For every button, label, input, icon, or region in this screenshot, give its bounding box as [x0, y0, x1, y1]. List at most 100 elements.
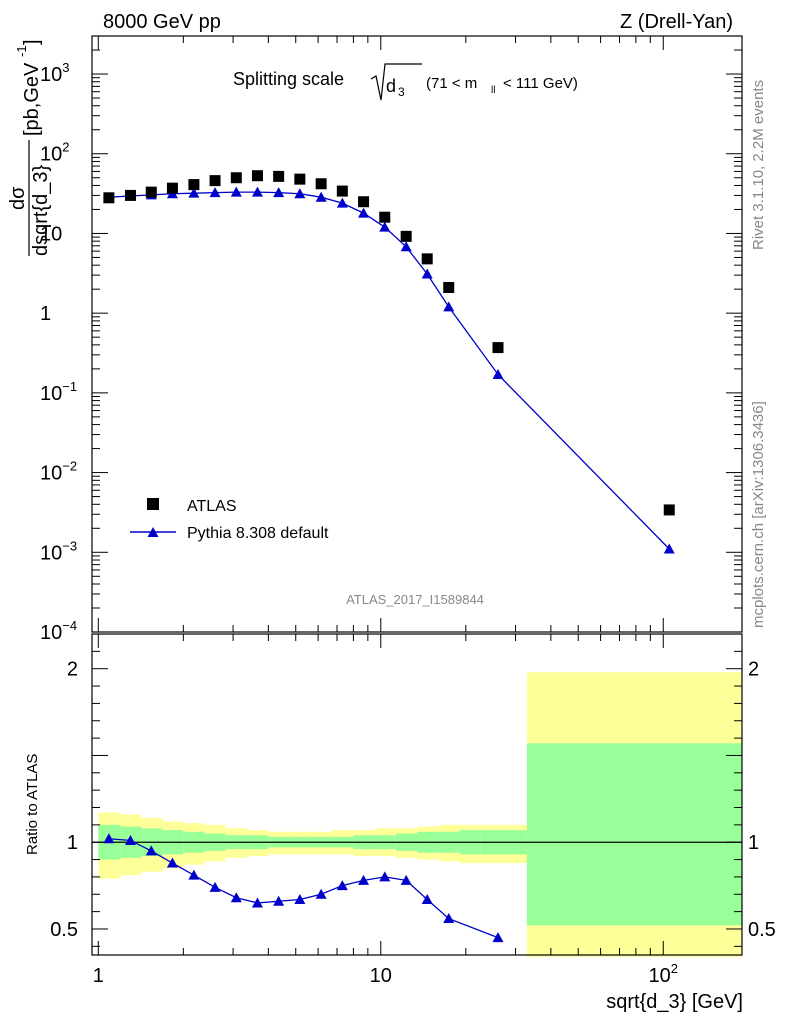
ylabel-units: [pb,GeV [21, 62, 43, 136]
ratio-y-tick-label-left: 1 [67, 832, 78, 854]
data-point [145, 186, 157, 198]
mc-point [663, 543, 675, 554]
mc-line [108, 191, 670, 550]
legend-mc-marker [147, 527, 159, 537]
inner-band-bin [526, 743, 742, 926]
main-y-tick-label: 10−1 [40, 379, 77, 405]
ylabel-units-superscript: -1 [14, 45, 29, 57]
data-point [166, 182, 178, 194]
data-point [124, 189, 136, 201]
ratio-mc-point [188, 869, 200, 880]
ratio-mc-point [400, 874, 412, 885]
ratio-uncertainty-bands [98, 672, 742, 957]
main-y-tick-label: 10−4 [40, 618, 77, 644]
x-tick-label: 102 [649, 961, 678, 987]
data-point [273, 170, 285, 182]
mc-point [230, 186, 242, 197]
ratio-y-tick-label-left: 2 [67, 659, 78, 681]
mc-point [188, 187, 200, 198]
main-y-axis-label: dσ dsqrt{d_3} [pb,GeV -1 ] [7, 39, 52, 256]
ratio-mc-point [294, 893, 306, 904]
plot-title-range-prefix: (71 < m [426, 75, 477, 92]
legend: ATLAS Pythia 8.308 default [130, 498, 329, 542]
ratio-mc-point [103, 833, 115, 844]
mc-point [421, 268, 433, 279]
plot-title-d-subscript: 3 [398, 85, 405, 99]
ratio-mc-point [145, 845, 157, 856]
data-point [336, 185, 348, 197]
mc-point [358, 207, 370, 218]
mc-point [379, 221, 391, 232]
ratio-mc-point [166, 857, 178, 868]
ratio-mc-point [358, 874, 370, 885]
ratio-mc-point [492, 932, 504, 943]
mc-point [294, 188, 306, 199]
rivet-label: Rivet 3.1.10, 2.2M events [750, 80, 767, 250]
ylabel-units-close: ] [21, 39, 43, 45]
ratio-mc-point [336, 880, 348, 891]
analysis-watermark: ATLAS_2017_I1589844 [346, 592, 484, 607]
mcplots-label: mcplots.cern.ch [arXiv:1306.3436] [750, 401, 767, 628]
ratio-mc-point [230, 892, 242, 903]
ylabel-denominator: dsqrt{d_3} [30, 164, 52, 256]
data-point [663, 504, 675, 516]
main-y-tick-label: 10−3 [40, 538, 77, 564]
header-right-title: Z (Drell-Yan) [620, 11, 733, 33]
mc-point [443, 301, 455, 312]
mc-point [251, 186, 263, 197]
main-y-tick-label: 10 [40, 223, 62, 245]
legend-data-label: ATLAS [187, 498, 237, 515]
ylabel-numerator: dσ [7, 186, 29, 210]
ratio-plot-frame [91, 633, 743, 956]
ratio-mc-series [103, 833, 504, 943]
legend-mc-label: Pythia 8.308 default [187, 525, 329, 542]
data-point [492, 342, 504, 354]
data-series [103, 170, 675, 516]
plot-title-main: Splitting scale [233, 69, 344, 89]
plot-title-range-subscript: ll [491, 85, 495, 96]
mc-point [315, 191, 327, 202]
x-axis-label: sqrt{d_3} [GeV] [606, 991, 743, 1013]
ratio-mc-point [124, 834, 136, 845]
plot-title: Splitting scale d 3 (71 < m ll < 111 GeV… [233, 63, 578, 101]
data-point [443, 281, 455, 293]
ratio-mc-point [421, 893, 433, 904]
ratio-y-tick-label-right: 0.5 [748, 919, 776, 941]
ratio-mc-point [443, 913, 455, 924]
mc-point [336, 197, 348, 208]
mc-point [273, 187, 285, 198]
header-left-title: 8000 GeV pp [103, 11, 221, 33]
sqrt-sign [370, 63, 422, 101]
data-point [251, 170, 263, 182]
mc-point [492, 369, 504, 380]
ratio-y-axis-label: Ratio to ATLAS [24, 754, 41, 855]
ratio-y-tick-label-left: 0.5 [50, 919, 78, 941]
ratio-y-tick-label-right: 2 [748, 659, 759, 681]
data-point [188, 179, 200, 191]
x-tick-label: 1 [93, 965, 104, 987]
ratio-mc-point [209, 881, 221, 892]
data-point [379, 211, 391, 223]
ratio-mc-point [251, 897, 263, 908]
mc-point [209, 187, 221, 198]
mc-point [400, 241, 412, 252]
ratio-mc-point [315, 888, 327, 899]
data-point [400, 230, 412, 242]
ratio-mc-point [273, 895, 285, 906]
axis-ticks [92, 35, 742, 955]
data-point [103, 192, 115, 204]
plot-frames [91, 35, 743, 956]
data-point [421, 253, 433, 265]
ratio-mc-point [379, 871, 391, 882]
data-point [209, 175, 221, 187]
main-y-tick-label: 1 [40, 303, 51, 325]
plot-title-range-suffix: < 111 GeV) [503, 75, 578, 92]
main-y-tick-label: 10−2 [40, 459, 77, 485]
x-tick-label: 10 [370, 965, 392, 987]
main-y-tick-label: 102 [40, 140, 69, 166]
data-point [358, 196, 370, 208]
ratio-y-tick-label-right: 1 [748, 832, 759, 854]
plot-title-d: d [386, 76, 396, 96]
